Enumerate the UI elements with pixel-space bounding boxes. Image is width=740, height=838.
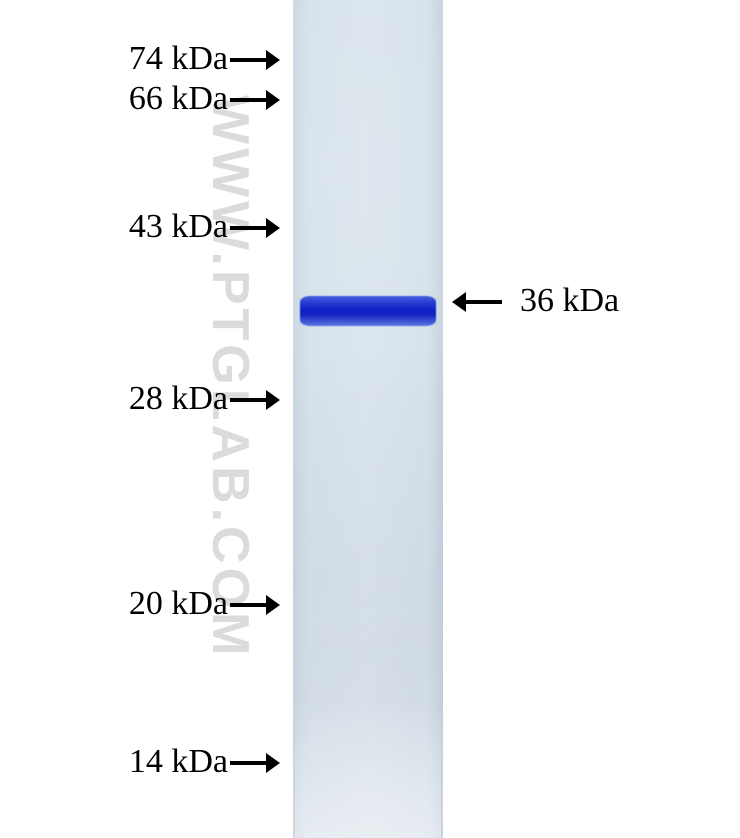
marker-arrow-left xyxy=(230,751,280,775)
marker-arrow-left xyxy=(230,216,280,240)
marker-label-left: 43 kDa xyxy=(129,208,228,246)
marker-label-left: 20 kDa xyxy=(129,585,228,623)
gel-lane xyxy=(293,0,443,838)
marker-label-right: 36 kDa xyxy=(520,282,619,320)
protein-band xyxy=(300,296,436,326)
marker-label-left: 28 kDa xyxy=(129,380,228,418)
watermark-text: WWW.PTGLAB.COM xyxy=(200,95,260,795)
marker-arrow-left xyxy=(230,88,280,112)
marker-label-left: 74 kDa xyxy=(129,40,228,78)
marker-arrow-left xyxy=(230,388,280,412)
marker-arrow-left xyxy=(230,48,280,72)
marker-arrow-right xyxy=(452,290,502,314)
marker-label-left: 66 kDa xyxy=(129,80,228,118)
marker-arrow-left xyxy=(230,593,280,617)
gel-figure: WWW.PTGLAB.COM 74 kDa 66 kDa 43 kDa 28 k… xyxy=(0,0,740,838)
marker-label-left: 14 kDa xyxy=(129,743,228,781)
